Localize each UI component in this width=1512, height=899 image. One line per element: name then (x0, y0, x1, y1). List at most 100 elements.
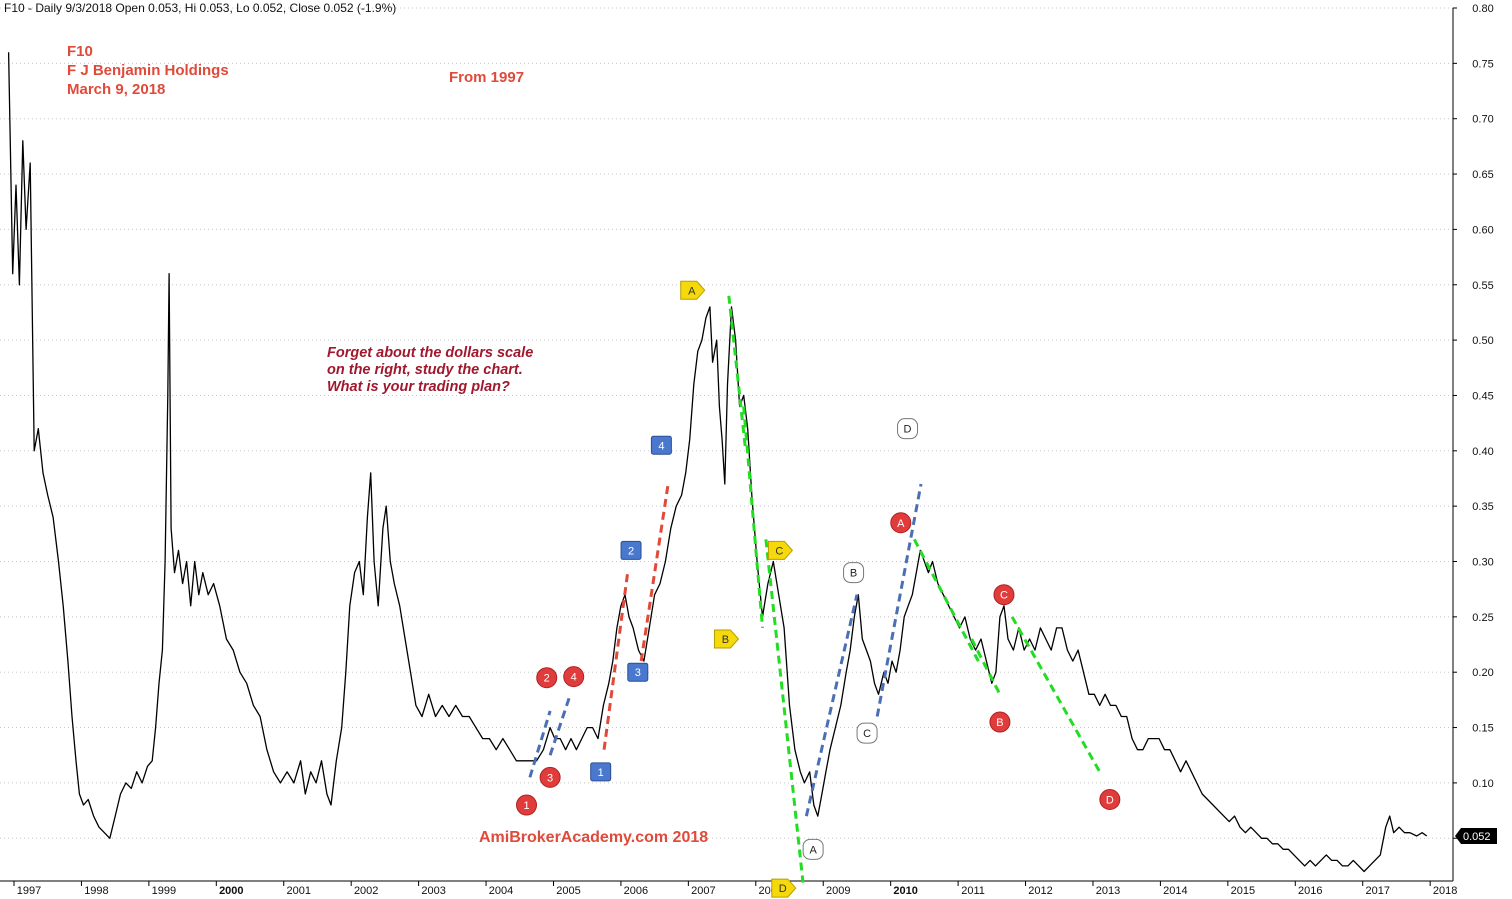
green-trendline (970, 638, 1002, 696)
marker-label: B (722, 634, 729, 646)
marker-label: C (775, 545, 783, 557)
last-price-tag-shape (1455, 828, 1497, 845)
blue-trendline (804, 594, 859, 817)
green-trendline (1010, 616, 1102, 773)
y-tick-label: 0.10 (1472, 778, 1493, 790)
marker-shape (993, 584, 1015, 606)
x-tick-label: 2013 (1096, 885, 1120, 897)
marker-shape (650, 435, 672, 455)
marker-shape (1099, 789, 1121, 811)
wave-marker-blue-3: 3 (627, 662, 649, 682)
x-tick-label: 2009 (826, 885, 850, 897)
x-axis: 1997 1998 1999 2000 2001 2002 2003 2004 2005 2006… (0, 880, 1457, 897)
wave-marker-white-d: D (897, 418, 919, 440)
marker-shape (897, 418, 919, 440)
wave-marker-white-b: B (843, 562, 865, 584)
marker-shape (890, 512, 912, 534)
wave-marker-red-d: D (1099, 789, 1121, 811)
blue-trendline (528, 710, 552, 778)
note-line-1: Forget about the dollars scale (327, 345, 534, 361)
wave-marker-yellow-a: A (680, 280, 706, 300)
x-tick-label: 2005 (556, 885, 580, 897)
blue-trendline (548, 693, 572, 756)
last-price-tag: 0.052 (1455, 828, 1497, 845)
wave-marker-blue-1: 1 (590, 762, 612, 782)
marker-shape (627, 662, 649, 682)
marker-label: D (779, 883, 787, 895)
chart-header: F10 - Daily 9/3/2018 Open 0.053, Hi 0.05… (4, 1, 397, 15)
marker-label: B (996, 717, 1003, 729)
x-tick-label: 2002 (354, 885, 378, 897)
marker-shape (843, 562, 865, 584)
x-tick-label: 2015 (1231, 885, 1255, 897)
y-tick-label: 0.45 (1472, 390, 1493, 402)
wave-marker-red-c: C (993, 584, 1015, 606)
y-tick-label: 0.55 (1472, 280, 1493, 292)
blue-trendline (875, 483, 923, 717)
x-tick-label: 1998 (84, 885, 108, 897)
marker-label: C (863, 728, 871, 740)
wave-marker-blue-2: 2 (620, 540, 642, 560)
y-tick-label: 0.25 (1472, 612, 1493, 624)
red-trendline (602, 572, 630, 750)
marker-label: 1 (598, 767, 604, 779)
marker-shape (539, 766, 561, 788)
wave-marker-red-a: A (890, 512, 912, 534)
green-trendline (912, 538, 980, 662)
marker-label: D (1106, 795, 1114, 807)
x-tick-label: 2017 (1365, 885, 1389, 897)
marker-label: A (809, 844, 817, 856)
wave-markers: 1 2 3 4 1 2 3 4 A B C D A B C D A B C D (516, 280, 1121, 898)
title-block: F10 F J Benjamin Holdings March 9, 2018 (67, 42, 229, 99)
y-tick-label: 0.40 (1472, 446, 1493, 458)
x-tick-label: 2006 (624, 885, 648, 897)
trendlines (528, 295, 1102, 883)
watermark-text: AmiBrokerAcademy.com 2018 (479, 829, 709, 846)
note-line-2: on the right, study the chart. (327, 362, 523, 378)
y-tick-label: 0.65 (1472, 169, 1493, 181)
price-line (7, 52, 1428, 873)
x-tick-label: 2007 (691, 885, 715, 897)
y-tick-label: 0.20 (1472, 667, 1493, 679)
x-tick-label: 2012 (1028, 885, 1052, 897)
note-line-3: What is your trading plan? (327, 379, 510, 395)
marker-label: A (897, 518, 905, 530)
y-tick-label: 0.15 (1472, 723, 1493, 735)
marker-shape (713, 629, 740, 649)
company-name: F J Benjamin Holdings (67, 62, 229, 79)
x-tick-label: 2014 (1163, 885, 1187, 897)
wave-marker-red-3: 3 (539, 766, 561, 788)
marker-shape (620, 540, 642, 560)
wave-marker-yellow-b: B (713, 629, 740, 649)
x-tick-label: 2003 (421, 885, 445, 897)
y-tick-label: 0.60 (1472, 224, 1493, 236)
chart-date: March 9, 2018 (67, 81, 166, 98)
wave-marker-yellow-d: D (771, 878, 797, 898)
y-tick-label: 0.75 (1472, 58, 1493, 70)
green-trendline (764, 539, 805, 883)
x-tick-label: 1999 (152, 885, 176, 897)
x-tick-label: 2010 (893, 885, 917, 897)
marker-shape (771, 878, 797, 898)
marker-label: B (850, 568, 857, 580)
y-tick-label: 0.30 (1472, 557, 1493, 569)
wave-marker-yellow-c: C (767, 540, 794, 560)
marker-shape (767, 540, 794, 560)
marker-label: 3 (635, 667, 641, 679)
x-tick-label: 2004 (489, 885, 513, 897)
wave-marker-red-4: 4 (563, 666, 585, 688)
wave-marker-white-c: C (856, 722, 878, 744)
from-label: From 1997 (449, 69, 525, 86)
green-trendline (742, 406, 765, 629)
wave-marker-red-2: 2 (536, 667, 558, 689)
wave-marker-white-a: A (802, 838, 824, 860)
x-tick-label: 2018 (1433, 885, 1457, 897)
marker-label: 2 (628, 545, 634, 557)
ticker-label: F10 (67, 43, 93, 60)
marker-shape (563, 666, 585, 688)
x-tick-label: 2016 (1298, 885, 1322, 897)
marker-shape (516, 794, 538, 816)
marker-label: D (904, 424, 912, 436)
